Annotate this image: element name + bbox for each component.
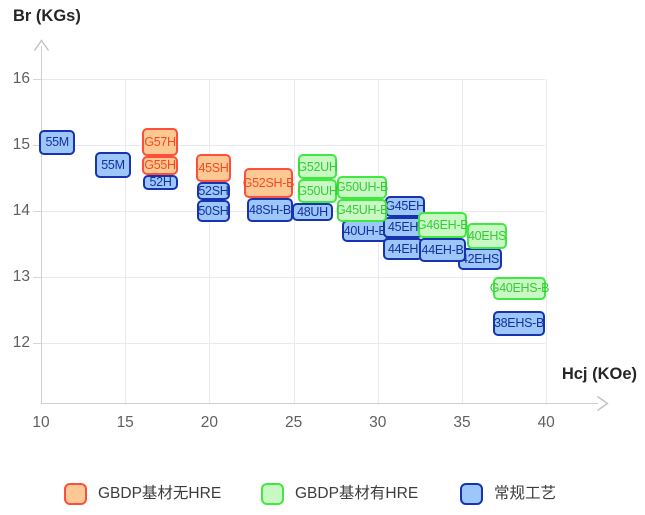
gridline-vertical [546, 79, 548, 403]
grade-box-50sh[interactable]: 50SH [196, 199, 230, 223]
gridline-horizontal [41, 277, 545, 278]
gridline-horizontal [41, 343, 545, 344]
grade-box-g52sh-b[interactable]: G52SH-B [243, 168, 294, 198]
grade-box-g40ehs-b[interactable]: G40EHS-B [490, 277, 550, 301]
grade-box-g46eh-b[interactable]: G46EH-B [417, 212, 469, 239]
legend-swatch-blue [460, 482, 483, 505]
grade-box-52sh[interactable]: 52SH [196, 181, 230, 200]
x-tick-label: 30 [369, 414, 387, 431]
y-tick-mark [33, 277, 41, 278]
x-axis-arrow [597, 395, 609, 412]
grade-box-55m[interactable]: 55M [95, 152, 131, 178]
y-tick-label: 15 [12, 136, 30, 153]
x-tick-label: 20 [200, 414, 219, 431]
grade-box-45sh[interactable]: 45SH [196, 154, 231, 182]
grade-box-g50uh[interactable]: G50UH [297, 179, 338, 204]
grade-box-52h[interactable]: 52H [143, 174, 179, 190]
y-tick-label: 14 [12, 202, 30, 219]
legend-label-orange: GBDP基材无HRE [98, 485, 222, 502]
grade-box-g52uh[interactable]: G52UH [297, 154, 338, 180]
y-axis-title: Br (KGs) [13, 7, 81, 25]
x-tick-label: 15 [116, 414, 134, 431]
y-tick-label: 16 [12, 70, 30, 87]
y-axis-arrow [33, 39, 50, 51]
x-tick-label: 10 [32, 414, 50, 431]
chart-legend: GBDP基材无HRE GBDP基材有HRE 常规工艺 [0, 482, 645, 506]
grade-box-40ehs[interactable]: 40EHS [467, 222, 508, 250]
legend-swatch-green [261, 482, 284, 505]
grade-box-55m[interactable]: 55M [39, 129, 75, 155]
x-tick-label: 25 [284, 414, 303, 431]
x-axis-title: Hcj (KOe) [561, 365, 637, 383]
gridline-vertical [125, 79, 127, 403]
gridline-vertical [293, 79, 295, 403]
grade-box-g50uh-b[interactable]: G50UH-B [336, 176, 388, 200]
legend-swatch-orange [64, 482, 87, 505]
grade-box-38ehs-b[interactable]: 38EHS-B [492, 311, 546, 336]
y-tick-mark [33, 211, 41, 212]
gridline-horizontal [41, 79, 545, 80]
y-tick-mark [33, 145, 41, 146]
legend-item-orange[interactable]: GBDP基材无HRE [64, 482, 221, 505]
grade-box-44eh-b[interactable]: 44EH-B [419, 238, 467, 262]
y-tick-label: 12 [12, 334, 30, 351]
grade-box-45eh[interactable]: 45EH [383, 216, 424, 239]
grade-box-g55h[interactable]: G55H [142, 156, 179, 175]
gridline-horizontal [41, 145, 545, 146]
x-tick-label: 40 [537, 414, 555, 431]
gridline-vertical [209, 79, 211, 403]
y-tick-label: 13 [12, 268, 30, 285]
legend-label-blue: 常规工艺 [494, 485, 557, 502]
grade-box-40uh-b[interactable]: 40UH-B [342, 220, 389, 242]
grade-box-g57h[interactable]: G57H [142, 127, 179, 157]
y-axis-line [41, 46, 42, 403]
x-tick-label: 35 [453, 414, 471, 431]
grade-box-48sh-b[interactable]: 48SH-B [246, 197, 293, 223]
grade-box-g45uh-b[interactable]: G45UH-B [336, 199, 388, 223]
legend-item-blue[interactable]: 常规工艺 [460, 482, 556, 505]
x-axis-line [41, 403, 598, 404]
legend-label-green: GBDP基材有HRE [295, 485, 419, 502]
y-tick-mark [33, 79, 41, 80]
legend-item-green[interactable]: GBDP基材有HRE [261, 482, 418, 505]
y-tick-mark [33, 343, 41, 344]
grade-box-44eh[interactable]: 44EH [383, 238, 424, 260]
grade-box-48uh[interactable]: 48UH [291, 203, 333, 221]
